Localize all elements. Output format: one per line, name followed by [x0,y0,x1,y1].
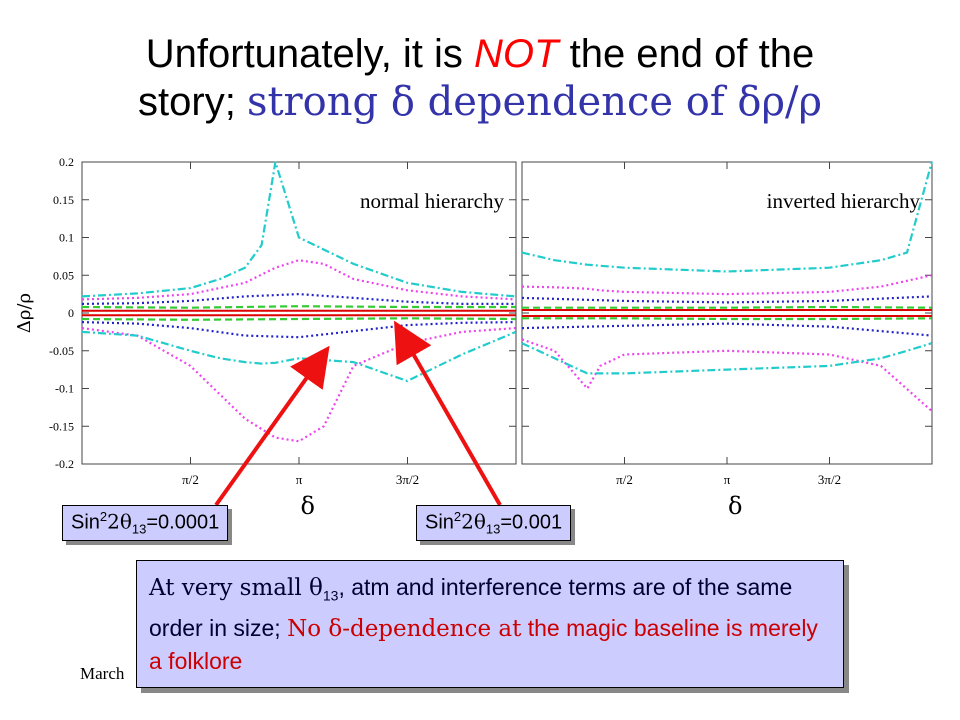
callout-sup: 2 [99,509,108,524]
callout-value: =0.001 [500,511,563,534]
x-tick-label: π [724,472,731,487]
callout-label-right: Sin22θ13=0.001 [416,505,572,541]
x-tick-label: 3π/2 [396,472,419,487]
slide-title: Unfortunately, it is NOT the end of the … [0,30,960,126]
footer-date: March [80,664,125,683]
callout-arrow-right [394,320,502,506]
series-line-lower [521,342,933,375]
y-tick-label: -0.15 [49,419,74,433]
series-line-upper [81,161,516,298]
callout-arrow-left [214,345,330,507]
title-text: the end of the [558,32,815,76]
callout-text: Sin [425,511,454,534]
callout-text: 2θ [461,509,486,534]
panel-annotation: inverted hierarchy [767,189,921,213]
note-emphasis: the magic baseline is merely a folklore [149,614,818,674]
callout-label-left: Sin22θ13=0.0001 [62,505,229,541]
series-line-lower [81,330,517,383]
callout-value: =0.0001 [146,511,220,534]
x-tick-label: 3π/2 [818,472,841,487]
callout-text: 2θ [107,509,132,534]
series-line-lower [81,327,516,443]
series-line-upper [521,274,933,296]
x-axis-label: δ [300,492,314,520]
note-emphasis: No δ-dependence at [287,615,522,642]
title-line-2: story; strong δ dependence of δρ/ρ [0,78,960,126]
x-tick-label: π/2 [182,472,199,487]
series-line-lower [81,317,516,321]
y-tick-label: 0.05 [53,268,74,282]
y-tick-label: 0.2 [59,155,74,169]
x-tick-label: π [296,472,303,487]
title-emphasis: NOT [474,32,559,76]
title-text: Unfortunately, it is [145,32,475,76]
series-line-upper [521,161,933,273]
callout-sub: 13 [131,521,147,537]
y-tick-label: -0.2 [55,457,74,471]
title-text: story; [138,80,247,124]
note-sub: 13 [322,587,339,604]
note-text: At very small θ [149,575,323,601]
series-line-upper [81,305,516,309]
series-line-upper [521,295,932,304]
callout-text: Sin [71,511,100,534]
series-line-lower [521,322,932,337]
x-axis-label: δ [728,492,742,520]
series-line-lower [522,317,932,321]
title-highlight: strong δ dependence of δρ/ρ [246,79,822,125]
y-axis-label: Δρ/ρ [14,293,35,333]
panel-annotation: normal hierarchy [360,189,505,213]
series-line-upper [81,259,516,301]
series-line-upper [522,305,932,309]
y-tick-label: 0.15 [53,193,74,207]
y-tick-label: -0.05 [49,344,74,358]
y-tick-label: -0.1 [55,382,74,396]
x-tick-label: π/2 [616,472,633,487]
conclusion-note: At very small θ13, atm and interference … [136,560,844,688]
callout-sup: 2 [453,509,462,524]
delta-dependence-chart: 0.2 0.15 0.1 0.05 0 -0.05 -0.1 -0.15 -0.2 π/2 π 3π/… [14,155,933,520]
note-text: , atm and interference terms are of the … [149,574,793,641]
title-line-1: Unfortunately, it is NOT the end of the [0,30,960,78]
y-tick-label: 0.1 [59,231,74,245]
series-line-lower [521,338,933,412]
y-tick-label: 0 [68,306,74,320]
callout-sub: 13 [485,521,501,537]
